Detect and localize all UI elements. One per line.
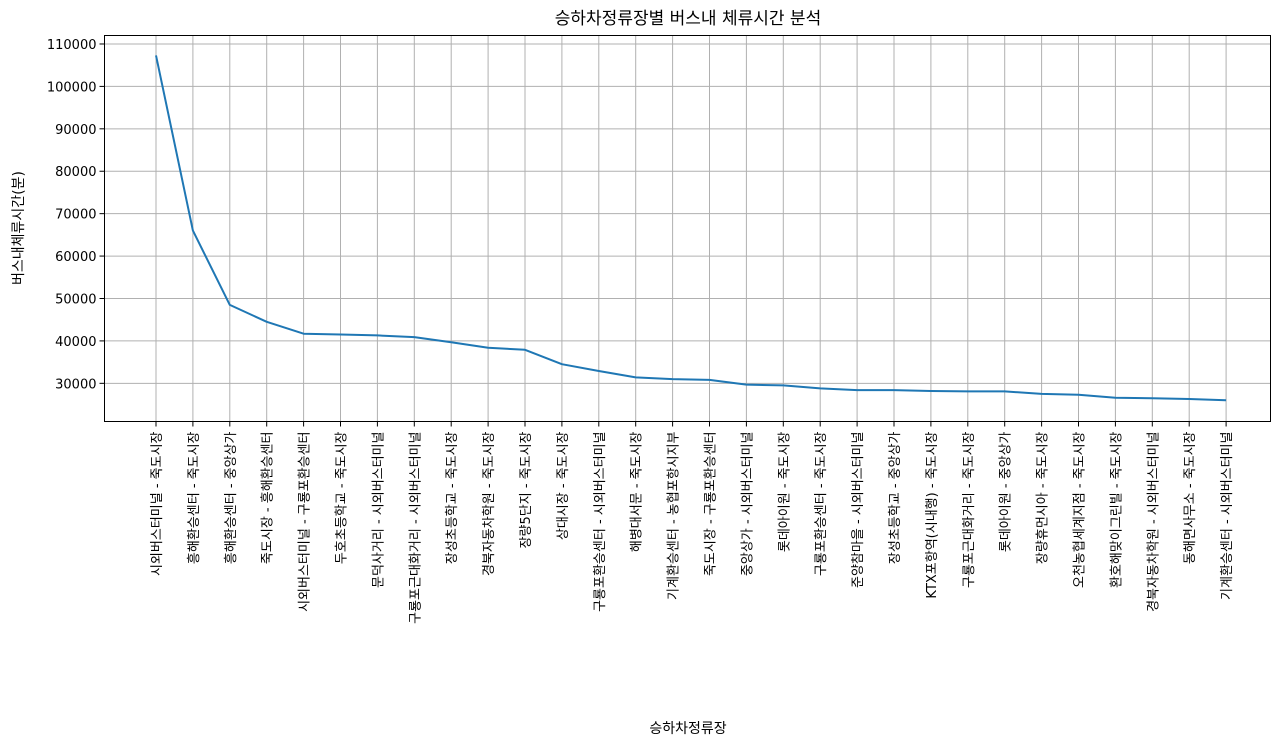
- x-tick-label: 구룡포근대화거리 - 시외버스터미널: [408, 432, 423, 624]
- y-tick-label: 70000: [55, 208, 96, 223]
- x-axis-label: 승하차정류장: [649, 721, 726, 737]
- x-tick-label: 시외버스터미널 - 죽도시장: [150, 431, 165, 576]
- x-tick-label: 구룡포환승센터 - 죽도시장: [814, 431, 829, 576]
- x-tick-label: 장성초등학교 - 죽도시장: [445, 431, 460, 564]
- x-tick-label: 장량휴먼시아 - 죽도시장: [1036, 431, 1051, 564]
- x-tick-label: 시외버스터미널 - 구룡포환승센터: [298, 432, 313, 612]
- grid-layer: [104, 35, 1271, 422]
- x-axis: 시외버스터미널 - 죽도시장 흥해환승센터 - 죽도시장 흥해환승센터 - 중앙상가…: [150, 421, 1235, 624]
- plot-frame: [104, 35, 1271, 422]
- series-line: [155, 55, 1227, 402]
- y-tick-label: 40000: [55, 335, 96, 350]
- y-tick-label: 110000: [47, 38, 97, 53]
- x-tick-label: 두호초등학교 - 죽도시장: [335, 431, 350, 564]
- x-tick-label: 죽도시장 - 흥해환승센터: [261, 432, 276, 565]
- x-tick-label: 롯데아이원 - 중앙상가: [999, 431, 1014, 552]
- x-tick-label: 구룡포근대화거리 - 죽도시장: [962, 431, 977, 588]
- y-tick-label: 50000: [55, 292, 96, 307]
- y-tick-label: 60000: [55, 250, 96, 265]
- y-tick-label: 100000: [47, 80, 97, 95]
- x-tick-label: 준양참마을 - 시외버스터미널: [851, 432, 866, 588]
- y-tick-label: 80000: [55, 165, 96, 180]
- x-tick-label: 기계환승센터 - 농협포항시지부: [667, 431, 682, 599]
- x-tick-label: 죽도시장 - 구룡포환승센터: [704, 432, 719, 577]
- x-tick-label: 흥해환승센터 - 죽도시장: [187, 431, 202, 564]
- y-axis-label: 버스내체류시간(분): [11, 171, 27, 285]
- x-tick-label: 중앙상가 - 시외버스터미널: [740, 432, 755, 577]
- x-tick-label: 환호해맞이그린빌 - 죽도시장: [1109, 431, 1124, 588]
- y-axis: 30000 40000 50000 60000 70000 80000 90000 10000…: [47, 38, 105, 392]
- x-tick-label: 구룡포환승센터 - 시외버스터미널: [593, 432, 608, 612]
- x-tick-label: 장성초등학교 - 중앙상가: [888, 431, 903, 564]
- x-tick-label: 경북자동차학원 - 죽도시장: [482, 431, 497, 576]
- x-tick-label: KTX포항역(시내행) - 죽도시장: [924, 431, 940, 598]
- x-tick-label: 상대시장 - 죽도시장: [556, 431, 571, 540]
- y-tick-label: 90000: [55, 123, 96, 138]
- x-tick-label: 기계환승센터 - 시외버스터미널: [1220, 432, 1235, 600]
- x-tick-label: 롯데아이원 - 죽도시장: [777, 431, 792, 552]
- y-tick-label: 30000: [55, 377, 96, 392]
- x-tick-label: 해병대서문 - 죽도시장: [630, 431, 645, 552]
- x-tick-label: 경북자동차학원 - 시외버스터미널: [1146, 432, 1161, 612]
- x-tick-label: 흥해환승센터 - 중앙상가: [224, 431, 239, 564]
- x-tick-label: 동해면사무소 - 죽도시장: [1183, 431, 1198, 564]
- x-tick-label: 문덕사거리 - 시외버스터미널: [371, 432, 386, 588]
- series-layer: [155, 55, 1227, 402]
- chart-title: 승하차정류장별 버스내 체류시간 분석: [555, 9, 821, 29]
- x-tick-label: 오천농협세계지점 - 죽도시장: [1073, 431, 1088, 588]
- x-tick-label: 장량5단지 - 죽도시장: [519, 431, 534, 548]
